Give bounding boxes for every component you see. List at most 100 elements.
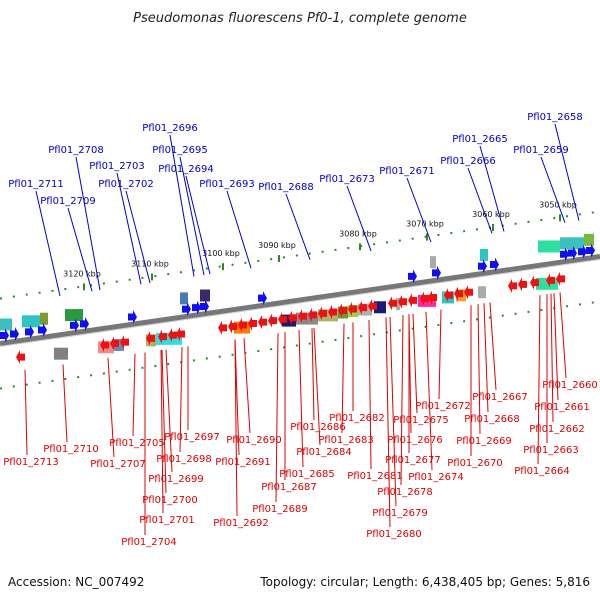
gene-label-bottom[interactable]: Pfl01_2700 xyxy=(142,495,198,506)
gene-label-bottom[interactable]: Pfl01_2707 xyxy=(90,459,146,470)
reverse-gene-arrow xyxy=(530,275,539,290)
gene-label-bottom[interactable]: Pfl01_2713 xyxy=(3,457,59,468)
gene-label-top[interactable]: Pfl01_2694 xyxy=(158,164,214,175)
leader-line-top xyxy=(125,190,151,284)
reverse-gene-arrow xyxy=(100,338,109,352)
leader-line-bottom xyxy=(179,347,183,453)
gene-label-bottom[interactable]: Pfl01_2690 xyxy=(226,435,282,446)
gene-label-bottom[interactable]: Pfl01_2691 xyxy=(215,457,271,468)
gene-label-bottom[interactable]: Pfl01_2677 xyxy=(385,455,441,466)
leader-line-top xyxy=(554,123,580,221)
gene-label-bottom[interactable]: Pfl01_2699 xyxy=(148,474,204,485)
gene-labels[interactable]: Pfl01_2658 Pfl01_2659 Pfl01_2665 Pfl01_2666… xyxy=(3,112,598,548)
leader-line-top xyxy=(179,156,205,276)
forward-gene-arrow xyxy=(258,291,267,306)
gene-label-top[interactable]: Pfl01_2695 xyxy=(152,145,208,156)
gene-label-bottom[interactable]: Pfl01_2664 xyxy=(514,466,570,477)
gene-label-bottom[interactable]: Pfl01_2662 xyxy=(529,424,585,435)
gene-label-bottom[interactable]: Pfl01_2681 xyxy=(347,471,403,482)
reverse-gene-arrow xyxy=(288,310,297,325)
genome-summary-text: Topology: circular; Length: 6,438,405 bp… xyxy=(259,575,590,589)
reverse-gene-arrow xyxy=(358,300,367,315)
leader-line-bottom xyxy=(275,333,279,503)
gene-label-bottom[interactable]: Pfl01_2683 xyxy=(318,435,374,446)
gene-label-bottom[interactable]: Pfl01_2660 xyxy=(542,380,598,391)
gene-label-bottom[interactable]: Pfl01_2698 xyxy=(156,454,212,465)
reverse-gene-arrow xyxy=(444,288,453,303)
gene-label-top[interactable]: Pfl01_2708 xyxy=(48,145,104,156)
gene-label-bottom[interactable]: Pfl01_2686 xyxy=(290,422,346,433)
gene-label-top[interactable]: Pfl01_2711 xyxy=(8,179,64,190)
gene-label-bottom[interactable]: Pfl01_2669 xyxy=(456,436,512,447)
reverse-gene-arrow xyxy=(228,319,237,334)
gene-label-top[interactable]: Pfl01_2703 xyxy=(89,161,145,172)
gene-label-bottom[interactable]: Pfl01_2710 xyxy=(43,444,99,455)
leader-line-bottom xyxy=(550,293,554,423)
reverse-gene-arrow xyxy=(388,296,397,311)
gene-label-bottom[interactable]: Pfl01_2697 xyxy=(164,432,220,443)
reverse-gene-arrow xyxy=(398,294,407,309)
gene-label-bottom[interactable]: Pfl01_2678 xyxy=(377,487,433,498)
reverse-gene-arrow xyxy=(408,293,417,308)
gene-label-bottom[interactable]: Pfl01_2682 xyxy=(329,413,385,424)
feature-block-top xyxy=(40,312,48,325)
forward-gene-arrow xyxy=(70,318,79,333)
leader-line-top xyxy=(406,177,432,243)
feature-block-top xyxy=(480,248,488,261)
gene-label-bottom[interactable]: Pfl01_2668 xyxy=(464,414,520,425)
reverse-gene-arrow xyxy=(146,331,155,346)
gene-label-top[interactable]: Pfl01_2696 xyxy=(142,123,198,134)
leader-line-bottom xyxy=(62,364,68,443)
leader-line-bottom xyxy=(298,330,304,468)
gene-label-bottom[interactable]: Pfl01_2661 xyxy=(534,402,590,413)
feature-block-top xyxy=(180,292,188,305)
gene-label-bottom[interactable]: Pfl01_2705 xyxy=(109,438,165,449)
gene-label-bottom[interactable]: Pfl01_2672 xyxy=(415,401,471,412)
forward-gene-arrow xyxy=(200,299,209,314)
leader-line-bottom xyxy=(489,302,497,391)
gene-label-top[interactable]: Pfl01_2702 xyxy=(98,179,154,190)
feature-block-bottom xyxy=(396,298,400,311)
gene-label-bottom[interactable]: Pfl01_2670 xyxy=(447,458,503,469)
gene-label-top[interactable]: Pfl01_2665 xyxy=(452,134,508,145)
gene-label-bottom[interactable]: Pfl01_2667 xyxy=(472,392,528,403)
feature-block-top xyxy=(538,240,560,253)
reverse-gene-arrow xyxy=(298,309,307,324)
gene-label-bottom[interactable]: Pfl01_2689 xyxy=(252,504,308,515)
gene-label-bottom[interactable]: Pfl01_2685 xyxy=(279,469,335,480)
gene-label-top[interactable]: Pfl01_2658 xyxy=(527,112,583,123)
gene-label-top[interactable]: Pfl01_2671 xyxy=(379,166,435,177)
forward-gene-arrow xyxy=(478,259,487,274)
reverse-gene-arrow xyxy=(428,290,437,305)
leader-line-bottom xyxy=(341,323,345,434)
gene-label-bottom[interactable]: Pfl01_2674 xyxy=(408,472,464,483)
gene-label-bottom[interactable]: Pfl01_2701 xyxy=(139,515,195,526)
gene-label-bottom[interactable]: Pfl01_2663 xyxy=(523,445,579,456)
gene-label-bottom[interactable]: Pfl01_2675 xyxy=(393,415,449,426)
gene-label-top[interactable]: Pfl01_2659 xyxy=(513,145,569,156)
gene-label-bottom[interactable]: Pfl01_2692 xyxy=(213,518,269,529)
gene-label-bottom[interactable]: Pfl01_2687 xyxy=(261,482,317,493)
gene-label-bottom[interactable]: Pfl01_2680 xyxy=(366,529,422,540)
reverse-gene-arrow xyxy=(158,329,167,344)
gene-label-bottom[interactable]: Pfl01_2684 xyxy=(296,447,352,458)
gene-label-bottom[interactable]: Pfl01_2679 xyxy=(372,508,428,519)
gene-label-top[interactable]: Pfl01_2666 xyxy=(440,156,496,167)
leader-line-bottom xyxy=(311,328,315,421)
reverse-gene-arrow xyxy=(338,303,347,318)
scale-label: 3070 kbp xyxy=(406,220,444,229)
scale-label: 3080 kbp xyxy=(339,229,377,238)
forward-gene-arrow xyxy=(192,300,201,315)
backbone-line xyxy=(0,254,600,346)
leader-line-top xyxy=(169,134,195,277)
feature-block-top xyxy=(560,237,584,250)
gene-label-bottom[interactable]: Pfl01_2704 xyxy=(121,537,177,548)
gene-label-bottom[interactable]: Pfl01_2676 xyxy=(387,435,443,446)
gene-label-top[interactable]: Pfl01_2673 xyxy=(319,174,375,185)
gene-label-top[interactable]: Pfl01_2688 xyxy=(258,182,314,193)
gene-label-top[interactable]: Pfl01_2709 xyxy=(40,196,96,207)
gene-label-top[interactable]: Pfl01_2693 xyxy=(199,179,255,190)
backbone-shadow xyxy=(0,259,600,347)
reverse-gene-arrow xyxy=(248,316,257,331)
